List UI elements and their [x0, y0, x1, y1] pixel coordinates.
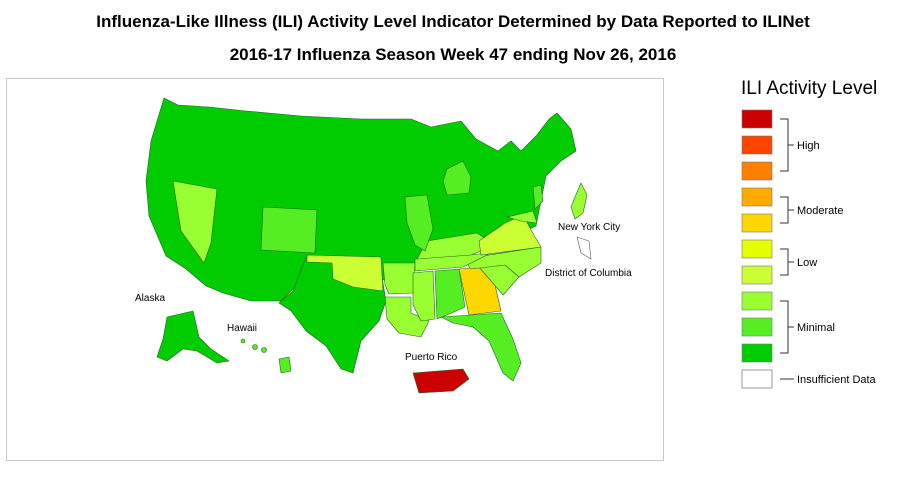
state-arkansas [382, 262, 416, 295]
label-new-york-city: New York City [558, 222, 620, 233]
state-louisiana [384, 296, 430, 338]
inset-new-york-city [570, 182, 588, 220]
state-puerto-rico [412, 368, 470, 394]
label-puerto-rico: Puerto Rico [405, 352, 458, 363]
legend-bracket-high [780, 118, 794, 172]
legend-swatch-level-6 [741, 213, 773, 233]
state-alaska [156, 310, 230, 364]
state-illinois [404, 194, 434, 252]
legend-title: ILI Activity Level [741, 78, 878, 99]
legend-bracket-moderate [780, 196, 794, 224]
state-florida [440, 312, 522, 382]
state-colorado [260, 206, 318, 254]
state-nevada [172, 180, 218, 264]
legend-swatch-level-7 [741, 187, 773, 207]
label-alaska: Alaska [135, 293, 165, 304]
map-title: Influenza-Like Illness (ILI) Activity Le… [96, 12, 810, 31]
state-alabama [434, 268, 466, 320]
legend-label-minimal: Minimal [797, 322, 835, 334]
state-mississippi [412, 270, 436, 322]
legend-swatch-level-1 [741, 343, 773, 363]
state-oklahoma [306, 254, 384, 292]
state-hawaii [240, 338, 292, 374]
legend-swatch-level-4 [741, 265, 773, 285]
state-maryland [506, 210, 538, 224]
state-region-west [145, 97, 577, 302]
legend-swatch-level-8 [741, 161, 773, 181]
legend-swatch-level-10 [741, 109, 773, 129]
legend-swatch-level-9 [741, 135, 773, 155]
legend-label-high: High [797, 140, 820, 152]
state-virginia [478, 214, 542, 256]
legend-swatch-insufficient [741, 369, 773, 389]
label-dc: District of Columbia [545, 268, 632, 279]
us-map: Alaska Hawaii Puerto Rico New York City … [135, 97, 632, 394]
legend: High Moderate Low Minimal Insufficient Data [741, 109, 877, 389]
legend-label-insufficient: Insufficient Data [797, 374, 877, 386]
legend-label-low: Low [797, 257, 817, 269]
label-hawaii: Hawaii [227, 323, 257, 334]
legend-swatch-level-2 [741, 317, 773, 337]
state-michigan [442, 160, 472, 196]
inset-dc [576, 236, 592, 260]
legend-swatch-level-5 [741, 239, 773, 259]
map-subtitle: 2016-17 Influenza Season Week 47 ending … [229, 45, 677, 64]
legend-label-moderate: Moderate [797, 205, 843, 217]
state-new-jersey [532, 184, 544, 210]
legend-bracket-minimal [780, 300, 794, 354]
legend-bracket-low [780, 248, 794, 276]
map-frame: Alaska Hawaii Puerto Rico New York City … [6, 78, 664, 461]
legend-swatch-level-3 [741, 291, 773, 311]
